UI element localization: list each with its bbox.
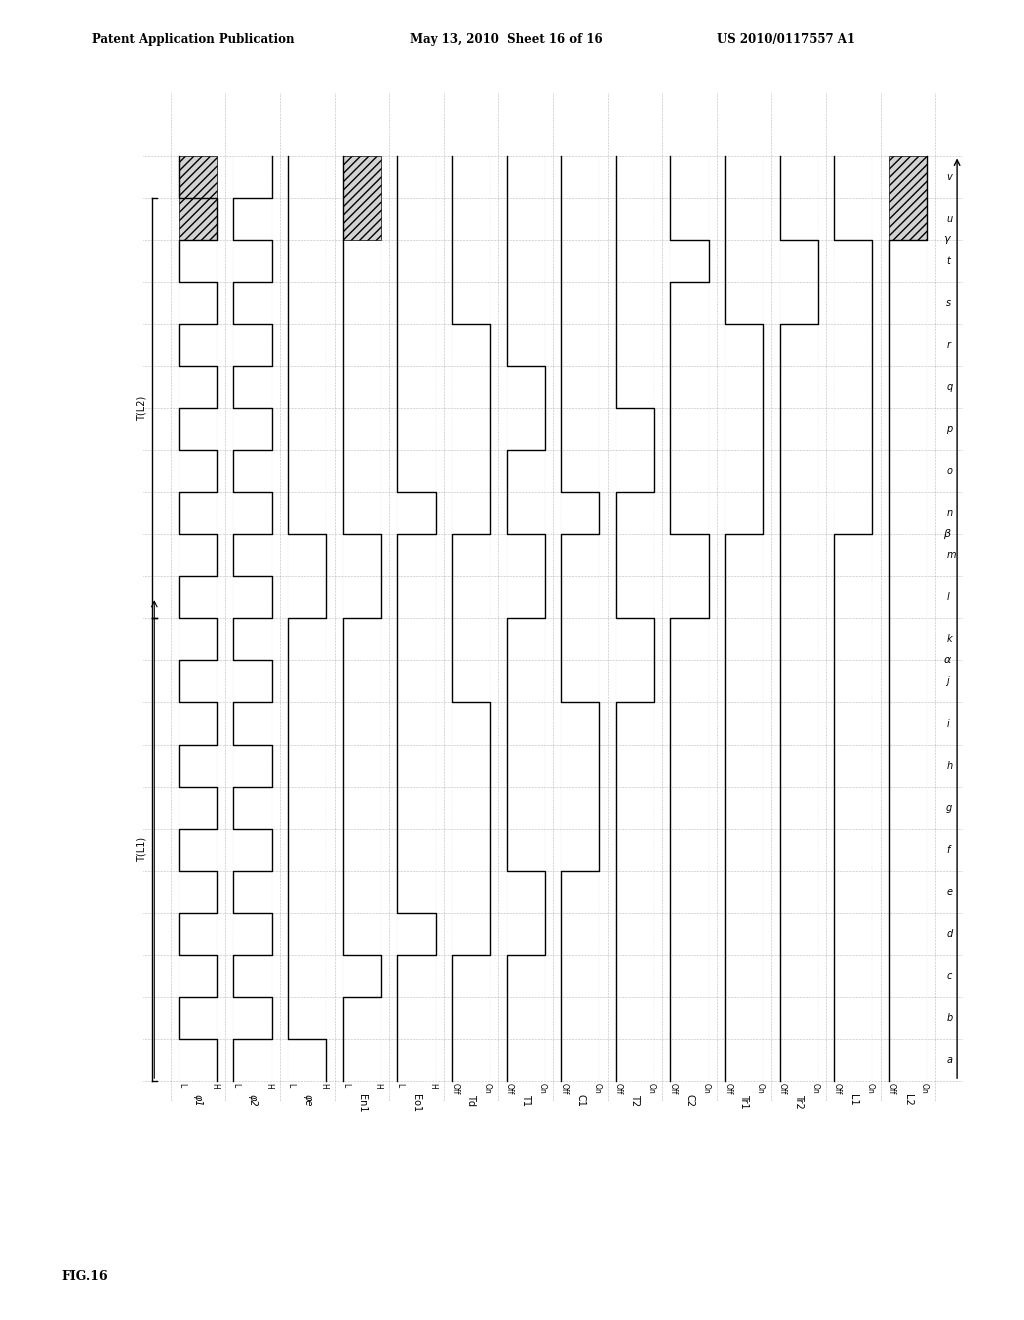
Text: On: On — [701, 1084, 711, 1094]
Text: Off: Off — [723, 1084, 732, 1094]
Text: c: c — [946, 972, 951, 981]
Text: US 2010/0117557 A1: US 2010/0117557 A1 — [717, 33, 855, 46]
Text: L: L — [177, 1084, 186, 1088]
Text: s: s — [946, 298, 951, 308]
Text: e: e — [946, 887, 952, 896]
Text: Off: Off — [887, 1084, 896, 1094]
Text: H: H — [264, 1084, 273, 1089]
Text: L: L — [287, 1084, 295, 1088]
Text: Patent Application Publication: Patent Application Publication — [92, 33, 295, 46]
Text: f: f — [946, 845, 949, 855]
Text: m: m — [946, 550, 955, 560]
Text: Off: Off — [559, 1084, 568, 1094]
Text: C2: C2 — [684, 1094, 694, 1106]
Text: Tr1: Tr1 — [739, 1094, 750, 1109]
Bar — [889, 156, 927, 240]
Text: Off: Off — [505, 1084, 514, 1094]
Text: Off: Off — [451, 1084, 459, 1094]
Text: On: On — [592, 1084, 601, 1094]
Text: Off: Off — [778, 1084, 786, 1094]
Text: T2: T2 — [630, 1094, 640, 1106]
Bar — [343, 156, 381, 240]
Text: On: On — [811, 1084, 819, 1094]
Text: C1: C1 — [575, 1094, 586, 1106]
Text: a: a — [946, 1055, 952, 1065]
Text: $\gamma$: $\gamma$ — [943, 234, 952, 246]
Text: L2: L2 — [903, 1094, 913, 1106]
Text: L: L — [341, 1084, 350, 1088]
Text: On: On — [538, 1084, 547, 1094]
Text: Off: Off — [669, 1084, 678, 1094]
Text: $\alpha$: $\alpha$ — [943, 656, 952, 665]
Text: φ1: φ1 — [193, 1094, 203, 1106]
Text: H: H — [428, 1084, 437, 1089]
Text: u: u — [946, 214, 952, 223]
Text: t: t — [946, 256, 950, 265]
Text: L: L — [395, 1084, 404, 1088]
Text: k: k — [946, 635, 951, 644]
Text: p: p — [946, 424, 952, 434]
Text: h: h — [946, 760, 952, 771]
Text: T1: T1 — [520, 1094, 530, 1106]
Text: φe: φe — [302, 1094, 312, 1106]
Text: On: On — [920, 1084, 929, 1094]
Text: H: H — [319, 1084, 328, 1089]
Text: l: l — [946, 593, 949, 602]
Text: Tr2: Tr2 — [794, 1094, 804, 1109]
Text: j: j — [946, 676, 949, 686]
Text: On: On — [647, 1084, 655, 1094]
Text: Off: Off — [614, 1084, 623, 1094]
Text: T(L1): T(L1) — [136, 837, 146, 862]
Text: H: H — [374, 1084, 383, 1089]
Text: Td: Td — [466, 1094, 476, 1106]
Text: $\beta$: $\beta$ — [943, 527, 952, 541]
Bar — [179, 156, 217, 240]
Text: b: b — [946, 1012, 952, 1023]
Text: n: n — [946, 508, 952, 519]
Text: q: q — [946, 381, 952, 392]
Text: On: On — [756, 1084, 765, 1094]
Text: Eo1: Eo1 — [412, 1094, 422, 1111]
Text: v: v — [946, 172, 952, 182]
Text: i: i — [946, 718, 949, 729]
Text: g: g — [946, 803, 952, 813]
Text: H: H — [210, 1084, 219, 1089]
Text: May 13, 2010  Sheet 16 of 16: May 13, 2010 Sheet 16 of 16 — [410, 33, 602, 46]
Text: Off: Off — [833, 1084, 842, 1094]
Text: On: On — [865, 1084, 874, 1094]
Text: d: d — [946, 929, 952, 939]
Text: L1: L1 — [848, 1094, 858, 1105]
Text: On: On — [483, 1084, 492, 1094]
Text: FIG.16: FIG.16 — [61, 1270, 109, 1283]
Text: o: o — [946, 466, 952, 477]
Text: En1: En1 — [356, 1094, 367, 1113]
Text: r: r — [946, 339, 950, 350]
Text: φ2: φ2 — [248, 1094, 258, 1106]
Text: T(L2): T(L2) — [136, 395, 146, 421]
Text: L: L — [231, 1084, 241, 1088]
